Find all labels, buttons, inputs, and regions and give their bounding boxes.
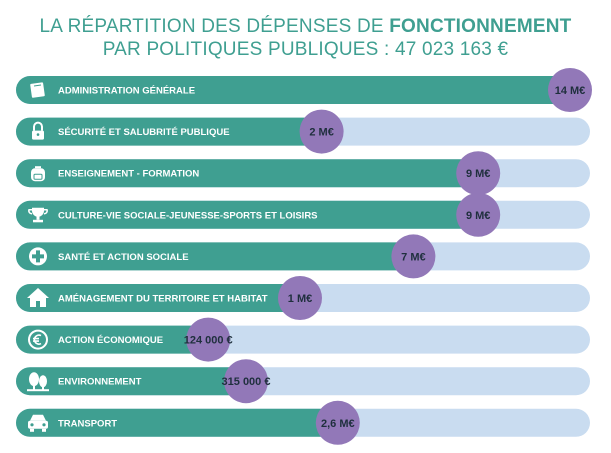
chart-title-prefix: LA RÉPARTITION DES DÉPENSES DE [39,16,384,37]
book-icon [30,82,45,98]
trophy-icon [28,207,48,223]
category-label: ADMINISTRATION GÉNÉRALE [58,86,195,97]
value-label: 14 M€ [555,85,586,97]
value-bubble [456,192,501,237]
value-label: 7 M€ [401,251,425,263]
trees-icon [27,372,49,392]
value-bubble [391,234,436,279]
value-label: 2,6 M€ [321,418,355,430]
bar-row: ADMINISTRATION GÉNÉRALE 14 M€ [16,68,592,112]
padlock-icon [32,121,44,140]
bar [16,367,246,396]
value-bubble [548,68,592,112]
bar-row: SÉCURITÉ ET SALUBRITÉ PUBLIQUE 2 M€ [16,109,590,154]
medical-cross-icon [29,247,47,266]
bar [16,408,338,437]
value-bubble [278,276,322,320]
bar-row: TRANSPORT 2,6 M€ [16,400,590,445]
car-icon [28,414,48,432]
category-label: TRANSPORT [58,418,117,429]
backpack-icon [31,166,45,182]
value-bubble [224,359,268,404]
value-label: 315 000 € [222,376,271,388]
category-label: CULTURE-VIE SOCIALE-JEUNESSE-SPORTS ET L… [58,210,318,221]
value-label: 9 M€ [466,210,490,222]
bar [16,242,414,271]
bar-row: ACTION ÉCONOMIQUE 124 000 € [16,317,590,362]
house-icon [27,288,49,307]
chart-title-emphasis: FONCTIONNEMENT [389,16,572,37]
category-label: SANTÉ ET ACTION SOCIALE [58,252,189,263]
value-label: 1 M€ [288,293,312,305]
euro-coin-icon [28,329,48,350]
bar [16,325,209,354]
chart-subtitle: PAR POLITIQUES PUBLIQUES : 47 023 163 € [102,39,509,60]
bar-row: ENVIRONNEMENT 315 000 € [16,359,590,404]
bar [16,117,322,146]
value-bubble [315,400,360,445]
bar [16,76,570,104]
value-bubble [186,317,231,362]
category-label: ENSEIGNEMENT - FORMATION [58,169,199,180]
bar-row: SANTÉ ET ACTION SOCIALE 7 M€ [16,234,590,279]
bar [16,159,479,188]
value-bubble [299,109,344,154]
category-label: AMÉNAGEMENT DU TERRITOIRE ET HABITAT [58,294,268,305]
category-label: SÉCURITÉ ET SALUBRITÉ PUBLIQUE [58,127,230,138]
category-label: ACTION ÉCONOMIQUE [58,335,163,346]
bar-row: CULTURE-VIE SOCIALE-JEUNESSE-SPORTS ET L… [16,192,590,237]
chart-title: LA RÉPARTITION DES DÉPENSES DE FONCTIONN… [0,15,611,38]
value-label: 9 M€ [466,168,490,180]
category-label: ENVIRONNEMENT [58,377,142,388]
value-label: 124 000 € [184,335,233,347]
bar [16,200,479,229]
bar-row: ENSEIGNEMENT - FORMATION 9 M€ [16,151,590,196]
bar [16,284,300,312]
bar-row: AMÉNAGEMENT DU TERRITOIRE ET HABITAT 1 M€ [16,276,590,320]
value-label: 2 M€ [309,127,333,139]
value-bubble [456,151,501,196]
